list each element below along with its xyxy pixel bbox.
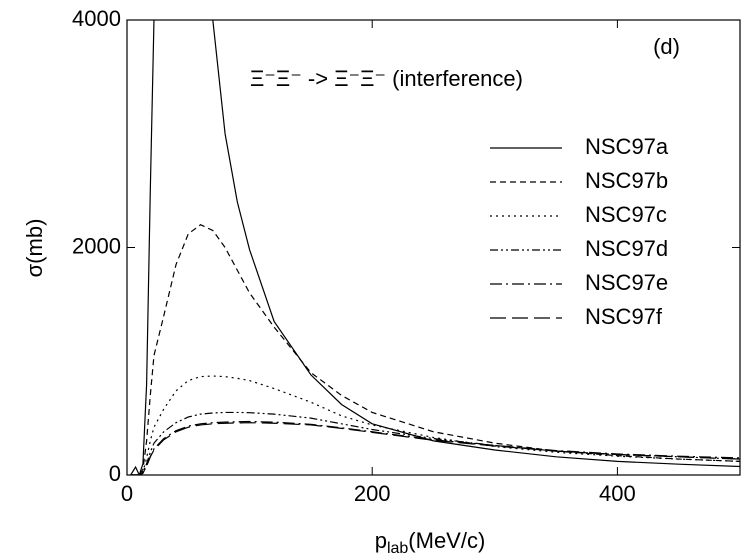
y-tick-label: 2000 bbox=[72, 233, 121, 258]
y-tick-label: 4000 bbox=[72, 6, 121, 31]
series-line bbox=[130, 224, 740, 475]
legend-label: NSC97c bbox=[585, 202, 667, 227]
y-axis-label: σ(mb) bbox=[22, 219, 47, 278]
annotation: Ξ⁻Ξ⁻ -> Ξ⁻Ξ⁻ (interference) bbox=[250, 66, 523, 91]
x-tick-label: 200 bbox=[354, 481, 391, 506]
x-label-rest: (MeV/c) bbox=[408, 528, 485, 553]
series-line bbox=[130, 422, 740, 475]
series-line bbox=[130, 420, 740, 475]
panel-label: (d) bbox=[653, 34, 680, 59]
x-tick-label: 400 bbox=[599, 481, 636, 506]
legend-label: NSC97b bbox=[585, 168, 668, 193]
legend-label: NSC97d bbox=[585, 236, 668, 261]
x-label-sub: lab bbox=[387, 540, 408, 557]
x-tick-label: 0 bbox=[121, 481, 133, 506]
x-label-base: p bbox=[375, 528, 387, 553]
series-line bbox=[130, 411, 740, 475]
series-line bbox=[130, 375, 740, 475]
x-axis-label: plab(MeV/c) bbox=[375, 528, 486, 557]
y-tick-label: 0 bbox=[109, 461, 121, 486]
plot-lines bbox=[130, 20, 740, 475]
legend-label: NSC97a bbox=[585, 134, 669, 159]
legend-label: NSC97e bbox=[585, 270, 668, 295]
series-line bbox=[130, 20, 740, 475]
legend-label: NSC97f bbox=[585, 304, 663, 329]
